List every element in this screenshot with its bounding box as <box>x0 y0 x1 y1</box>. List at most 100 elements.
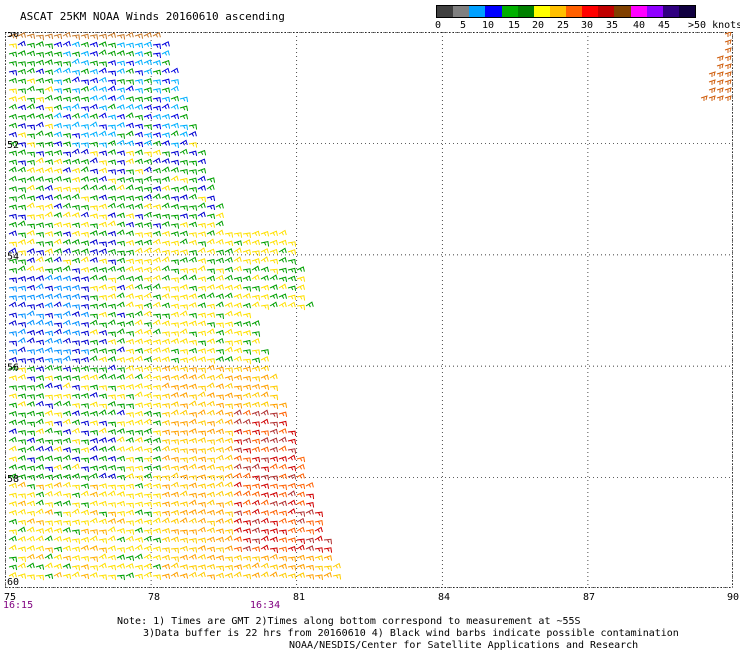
wind-barb <box>125 545 135 552</box>
wind-barb <box>215 284 224 290</box>
wind-barb <box>8 301 17 308</box>
wind-barb <box>35 275 44 281</box>
wind-barb <box>98 33 108 40</box>
wind-barb <box>116 321 126 327</box>
wind-barb <box>116 42 126 48</box>
wind-barb <box>314 520 324 526</box>
wind-barb <box>143 529 152 535</box>
wind-barb <box>71 358 81 364</box>
wind-barb <box>188 221 198 228</box>
wind-barb <box>62 481 71 488</box>
wind-barb <box>134 214 144 220</box>
wind-barb <box>152 501 162 508</box>
wind-barb <box>206 364 215 371</box>
wind-barb <box>35 411 45 417</box>
wind-barb <box>35 484 44 491</box>
wind-barb <box>179 96 189 103</box>
wind-barb <box>143 302 153 309</box>
wind-barb <box>143 222 152 228</box>
wind-barb <box>89 257 98 263</box>
wind-barb <box>233 355 242 362</box>
wind-barb <box>278 517 287 524</box>
wind-barb <box>44 86 53 92</box>
wind-barb <box>35 366 45 372</box>
wind-barb <box>53 421 63 427</box>
wind-barb <box>170 214 180 221</box>
wind-barb <box>35 213 44 220</box>
wind-barb <box>125 348 135 355</box>
wind-barb <box>44 113 54 120</box>
wind-barb <box>251 410 260 417</box>
wind-barb <box>724 71 732 77</box>
wind-barb <box>26 175 35 182</box>
wind-barb <box>296 544 305 551</box>
wind-barb <box>197 231 207 237</box>
wind-barb <box>134 553 143 560</box>
wind-barb <box>8 196 17 202</box>
wind-barb <box>269 230 278 237</box>
wind-barb <box>71 121 80 128</box>
wind-barb <box>89 509 98 516</box>
wind-barb <box>89 484 99 491</box>
wind-barb <box>125 275 135 282</box>
wind-barb <box>278 572 288 579</box>
wind-barb <box>161 50 170 56</box>
wind-barb <box>224 411 234 418</box>
wind-barb <box>152 375 162 381</box>
wind-barb <box>251 320 260 326</box>
wind-barb <box>17 464 27 471</box>
wind-barb <box>143 166 152 173</box>
wind-barb <box>80 79 89 86</box>
wind-barb <box>89 274 98 281</box>
wind-barb <box>152 149 161 156</box>
wind-barb <box>260 248 269 254</box>
wind-barb <box>206 382 215 389</box>
wind-barb <box>161 67 170 74</box>
wind-barb <box>161 158 170 164</box>
wind-barb <box>89 329 98 335</box>
wind-barb <box>98 61 107 67</box>
wind-barb <box>107 331 116 338</box>
wind-barb <box>107 429 116 435</box>
wind-barb <box>188 374 197 380</box>
wind-barb <box>278 555 287 562</box>
wind-barb <box>62 310 71 317</box>
wind-barb <box>242 528 252 534</box>
wind-barb <box>260 418 269 425</box>
wind-barb <box>134 419 143 425</box>
wind-barb <box>143 465 153 471</box>
wind-barb <box>80 393 90 399</box>
wind-barb <box>206 222 215 228</box>
wind-barb <box>26 50 36 57</box>
wind-barb <box>134 222 144 228</box>
wind-barb <box>278 293 287 299</box>
wind-barb <box>197 517 206 524</box>
wind-barb <box>242 268 252 274</box>
wind-barb <box>134 328 143 335</box>
wind-barb <box>161 320 170 326</box>
wind-barb <box>206 499 215 506</box>
wind-barb <box>206 284 215 290</box>
wind-barb <box>161 213 171 220</box>
wind-barb <box>233 232 243 238</box>
wind-barb <box>170 357 180 364</box>
wind-barb <box>134 114 144 121</box>
wind-barb <box>251 546 261 552</box>
wind-barb <box>62 454 71 461</box>
wind-barb <box>161 293 170 299</box>
wind-barb <box>188 499 197 506</box>
wind-barb <box>44 159 54 165</box>
wind-barb <box>134 492 144 498</box>
wind-barb <box>53 285 63 291</box>
wind-barb <box>251 285 260 292</box>
wind-barb <box>62 520 71 527</box>
wind-barb <box>53 256 62 263</box>
wind-barb <box>44 150 54 157</box>
wind-barb <box>215 572 224 579</box>
wind-barb <box>197 409 206 416</box>
wind-barb <box>152 97 162 103</box>
wind-barb <box>215 238 224 245</box>
wind-barb <box>98 367 108 373</box>
wind-barb <box>143 482 152 489</box>
wind-barb <box>116 79 125 85</box>
